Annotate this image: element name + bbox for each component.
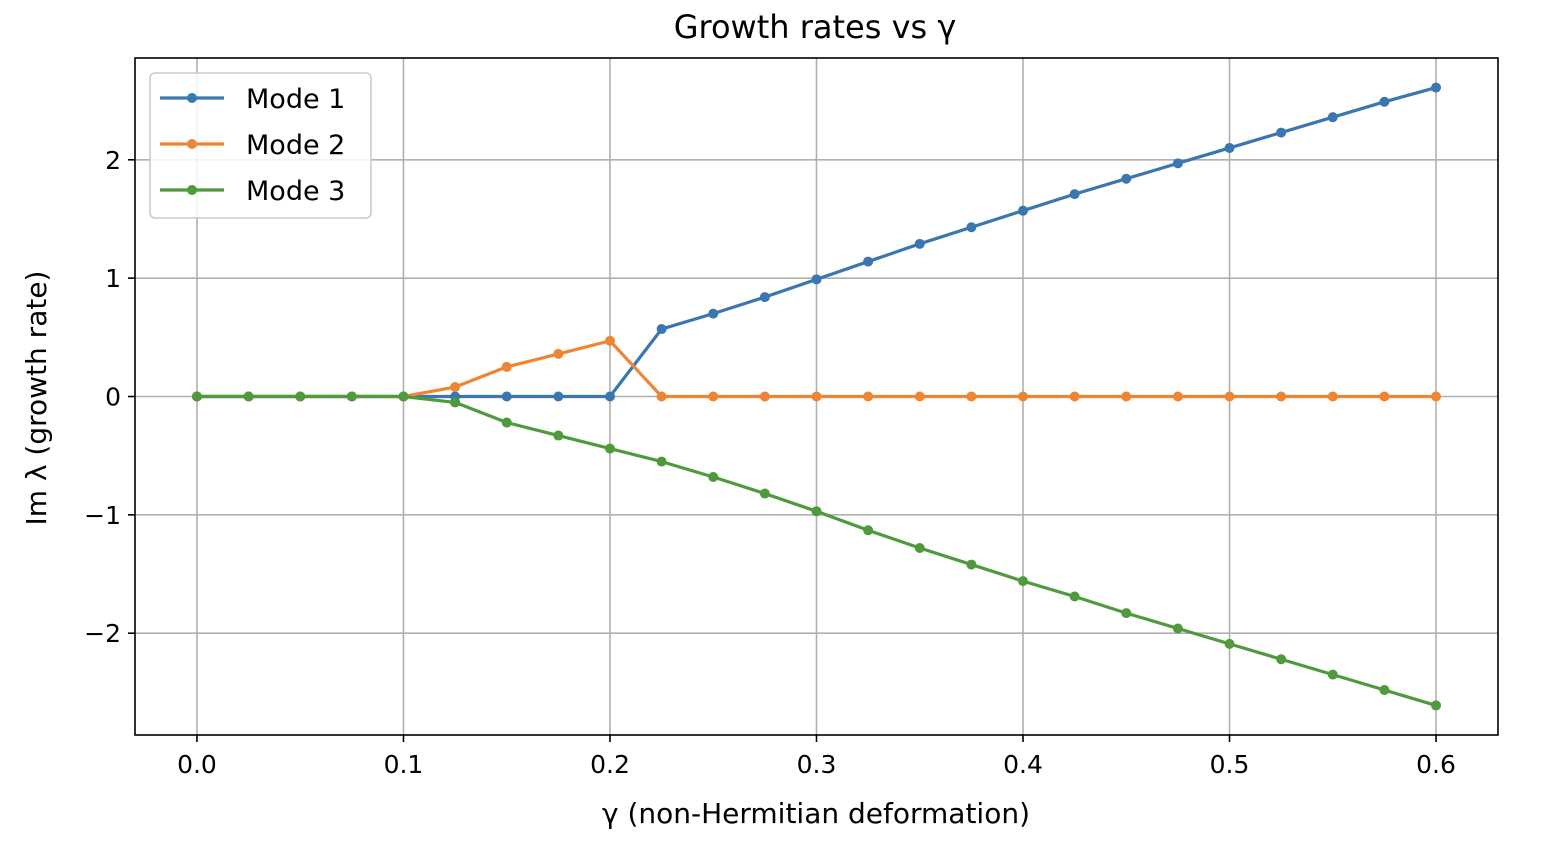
data-point <box>656 391 667 402</box>
legend-label: Mode 2 <box>246 130 345 161</box>
data-point <box>914 391 925 402</box>
data-point <box>863 391 874 402</box>
data-point <box>1172 391 1183 402</box>
data-point <box>708 471 719 482</box>
data-point <box>1018 205 1029 216</box>
chart-title: Growth rates vs γ <box>674 8 957 46</box>
legend-marker <box>187 139 197 149</box>
data-point <box>811 391 822 402</box>
y-tick-label: 2 <box>105 146 121 175</box>
data-point <box>708 308 719 319</box>
data-point <box>346 391 357 402</box>
data-point <box>295 391 306 402</box>
legend-label: Mode 1 <box>246 84 345 115</box>
data-point <box>1018 576 1029 587</box>
data-point <box>450 382 461 393</box>
axis-ticks: 0.0 0.1 0.2 0.3 0.4 0.5 0.6 −2 −1 0 1 2 <box>84 146 1456 779</box>
data-point <box>1276 127 1287 138</box>
data-point <box>1172 158 1183 169</box>
data-point <box>604 335 615 346</box>
data-point <box>1327 391 1338 402</box>
data-point <box>191 391 202 402</box>
data-point <box>914 238 925 249</box>
data-point <box>1276 391 1287 402</box>
data-point <box>1224 638 1235 649</box>
data-point <box>863 256 874 267</box>
data-point <box>1431 700 1442 711</box>
y-axis-label: Im λ (growth rate) <box>20 271 53 526</box>
data-point <box>553 430 564 441</box>
legend-entry: Mode 3 <box>160 176 345 207</box>
y-tick-label: 0 <box>105 383 121 412</box>
legend-marker <box>187 185 197 195</box>
data-point <box>553 391 564 402</box>
legend-entry: Mode 2 <box>160 130 345 161</box>
data-point <box>966 391 977 402</box>
data-point <box>501 391 512 402</box>
x-tick-label: 0.4 <box>1003 750 1043 779</box>
data-point <box>1121 608 1132 619</box>
data-point <box>501 417 512 428</box>
x-tick-label: 0.3 <box>797 750 837 779</box>
data-point <box>863 525 874 536</box>
x-tick-label: 0.2 <box>590 750 630 779</box>
y-tick-label: −1 <box>84 501 121 530</box>
legend-marker <box>187 93 197 103</box>
data-point <box>553 348 564 359</box>
data-point <box>1172 623 1183 634</box>
data-point <box>1018 391 1029 402</box>
data-point <box>656 324 667 335</box>
data-point <box>914 542 925 553</box>
data-point <box>1069 591 1080 602</box>
y-tick-label: 1 <box>105 264 121 293</box>
data-point <box>966 559 977 570</box>
legend-box <box>149 72 372 219</box>
x-tick-label: 0.0 <box>177 750 217 779</box>
data-point <box>708 391 719 402</box>
data-point <box>243 391 254 402</box>
data-point <box>450 397 461 408</box>
x-tick-label: 0.1 <box>384 750 424 779</box>
series-layer <box>191 82 1442 711</box>
data-point <box>1431 82 1442 93</box>
data-point <box>1069 189 1080 200</box>
data-point <box>1069 391 1080 402</box>
series-3 <box>191 391 1442 711</box>
data-point <box>1327 669 1338 680</box>
data-point <box>811 274 822 285</box>
data-point <box>1224 142 1235 153</box>
data-point <box>1431 391 1442 402</box>
data-point <box>1327 112 1338 123</box>
data-point <box>656 456 667 467</box>
x-axis-label: γ (non-Hermitian deformation) <box>602 797 1030 830</box>
data-point <box>1121 173 1132 184</box>
data-point <box>1379 685 1390 696</box>
data-point <box>1121 391 1132 402</box>
x-tick-label: 0.5 <box>1210 750 1250 779</box>
data-point <box>1224 391 1235 402</box>
data-point <box>1379 96 1390 107</box>
y-tick-label: −2 <box>84 619 121 648</box>
data-point <box>811 506 822 517</box>
data-point <box>1379 391 1390 402</box>
legend-entry: Mode 1 <box>160 84 345 115</box>
data-point <box>501 361 512 372</box>
data-point <box>966 222 977 233</box>
data-point <box>759 488 770 499</box>
data-point <box>398 391 409 402</box>
data-point <box>759 391 770 402</box>
legend-label: Mode 3 <box>246 176 345 207</box>
data-point <box>604 391 615 402</box>
data-point <box>1276 654 1287 665</box>
legend: Mode 1 Mode 2 Mode 3 <box>149 72 372 219</box>
data-point <box>604 443 615 454</box>
data-point <box>759 292 770 303</box>
x-tick-label: 0.6 <box>1416 750 1456 779</box>
